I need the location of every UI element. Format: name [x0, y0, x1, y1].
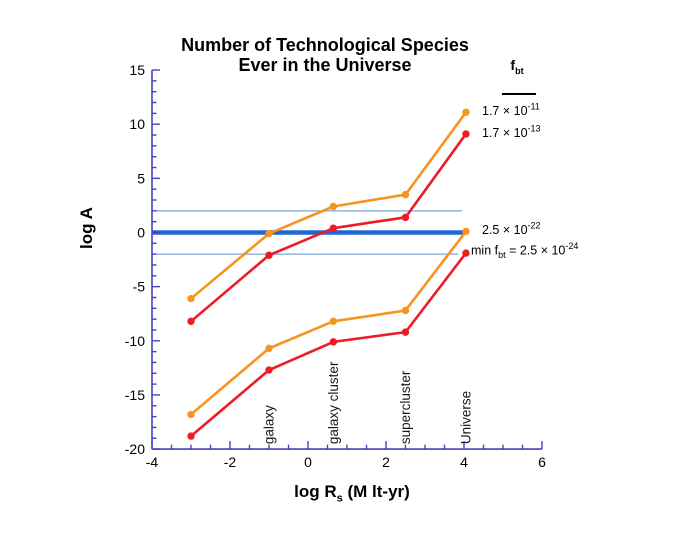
data-point	[265, 229, 273, 238]
data-point	[265, 251, 273, 259]
legend-entry: min fbt = 2.5 × 10-24	[471, 241, 579, 260]
data-point	[462, 108, 470, 116]
legend-entry-exponent: -11	[527, 101, 540, 112]
data-point	[329, 338, 338, 346]
data-point	[401, 190, 410, 199]
data-point	[187, 410, 195, 419]
x-axis-tick-label: -2	[224, 454, 237, 470]
data-point	[401, 328, 410, 336]
data-point	[329, 202, 338, 211]
data-point	[265, 366, 273, 374]
series-line-1	[189, 110, 468, 300]
legend-entry-exponent: -22	[527, 221, 541, 232]
y-axis-tick-label: 15	[129, 62, 145, 78]
x-axis-label-pre: log R	[294, 482, 337, 501]
x-axis-tick-label: 4	[460, 454, 468, 470]
y-axis-tick-label: 5	[137, 170, 145, 186]
legend-entry: 1.7 × 10-11	[482, 101, 540, 119]
legend-entry-exponent: -24	[565, 241, 579, 252]
x-axis-tick-label: 0	[304, 454, 312, 470]
scale-label: supercluster	[398, 370, 413, 444]
y-axis-tick-label: 0	[137, 225, 145, 241]
data-point	[462, 227, 470, 236]
legend-header-subscript: bt	[515, 65, 524, 76]
y-axis-tick-label: -15	[125, 387, 145, 403]
x-axis-label-post: (M lt-yr)	[342, 482, 410, 501]
chart-title-line1: Number of Technological Species	[181, 35, 469, 55]
data-point	[187, 432, 195, 440]
y-axis-tick-label: -20	[125, 441, 145, 457]
series-line-2	[189, 132, 468, 323]
data-point	[401, 306, 410, 315]
legend-header-symbol: f	[510, 57, 516, 73]
legend-entry-exponent: -13	[527, 123, 541, 134]
y-axis-label: log A	[77, 197, 99, 259]
y-axis-label-text: log A	[77, 207, 96, 249]
scale-label: Universe	[458, 391, 473, 444]
legend-entry: 1.7 × 10-13	[482, 123, 541, 140]
y-axis-tick-label: -5	[133, 279, 146, 295]
chart-title: Number of Technological Species Ever in …	[130, 35, 520, 76]
legend-entry-subscript: bt	[498, 249, 506, 260]
legend-header: fbt	[495, 57, 539, 76]
data-point	[187, 317, 195, 326]
x-axis-tick-label: -4	[146, 454, 159, 470]
data-point	[265, 344, 273, 353]
x-axis-label: log Rs (M lt-yr)	[262, 482, 442, 504]
scale-label: galaxy	[262, 405, 277, 444]
y-axis-tick-label: -10	[125, 333, 145, 349]
chart-title-line2: Ever in the Universe	[238, 54, 412, 75]
x-axis-tick-label: 6	[538, 454, 546, 470]
data-point	[187, 294, 195, 303]
x-axis-tick-label: 2	[382, 454, 390, 470]
x-axis-label-subscript: s	[336, 492, 343, 505]
y-axis-tick-label: 10	[129, 116, 145, 132]
data-point	[462, 130, 470, 138]
legend-header-underline	[502, 93, 536, 95]
scale-label: galaxy cluster	[326, 361, 341, 444]
data-point	[329, 224, 338, 232]
data-point	[401, 213, 410, 222]
legend-entry: 2.5 × 10-22	[482, 221, 541, 238]
data-point	[329, 317, 338, 326]
data-point	[462, 249, 470, 257]
